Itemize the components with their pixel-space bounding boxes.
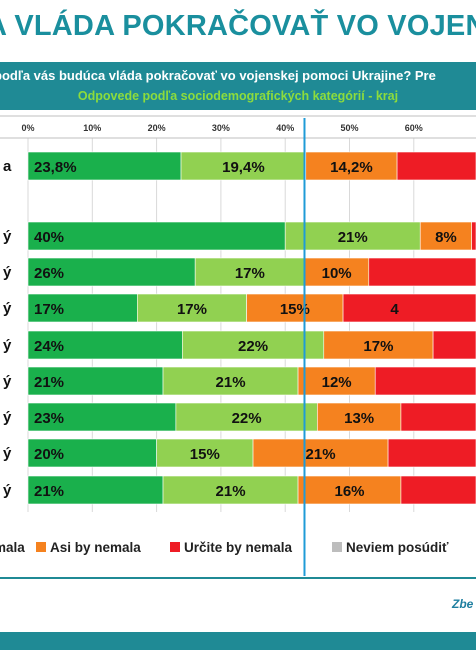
data-label: 21% (216, 483, 246, 500)
data-label: 13% (344, 410, 374, 427)
data-label: 22% (232, 410, 262, 427)
bar-segment (252, 438, 389, 468)
bar-segment (194, 257, 305, 287)
legend-label: Asi by nemala (50, 540, 141, 555)
bar-segment (387, 438, 476, 468)
question-text: podľa vás budúca vláda pokračovať vo voj… (0, 68, 436, 83)
bar-segment (27, 151, 182, 181)
x-tick-label: 40% (276, 123, 294, 133)
data-label: 17% (177, 301, 207, 318)
data-label: 20% (34, 446, 64, 463)
bar-segment (175, 402, 318, 432)
data-label: 24% (34, 338, 64, 355)
title-bar: A VLÁDA POKRAČOVAŤ VO VOJENSKEJ PO (0, 0, 476, 62)
legend-swatch (36, 542, 46, 552)
chart-title: A VLÁDA POKRAČOVAŤ VO VOJENSKEJ PO (0, 10, 476, 42)
data-label: 17% (235, 265, 265, 282)
bar-segment (419, 221, 472, 251)
legend-label: Určite by nemala (184, 540, 293, 555)
bar-segment (317, 402, 402, 432)
source-label: Zbe (452, 597, 474, 611)
bar-segment (156, 438, 254, 468)
data-label: 17% (34, 301, 64, 318)
x-tick-label: 50% (340, 123, 358, 133)
bar-segment (374, 366, 476, 396)
bar-segment (471, 221, 476, 251)
x-tick-label: 30% (212, 123, 230, 133)
data-label: 14,2% (330, 159, 373, 176)
data-label: 22% (238, 338, 268, 355)
data-label: 15% (280, 301, 310, 318)
x-tick-label: 60% (405, 123, 423, 133)
x-tick-label: 20% (148, 123, 166, 133)
chart-subtitle: Odpovede podľa sociodemografických kateg… (77, 89, 399, 103)
data-label: 8% (435, 229, 457, 246)
bar-segment (27, 221, 286, 251)
data-label: 16% (334, 483, 364, 500)
bar-segment (297, 475, 402, 505)
bar-segment (246, 293, 344, 323)
x-tick-label: 10% (83, 123, 101, 133)
bottom-bar (0, 632, 476, 650)
data-label: 26% (34, 265, 64, 282)
data-label: 21% (216, 374, 246, 391)
data-label: 21% (34, 374, 64, 391)
bar-segment (162, 475, 299, 505)
bar-segment (180, 151, 307, 181)
bar-segment (297, 366, 376, 396)
legend-swatch (170, 542, 180, 552)
question-banner: podľa vás budúca vláda pokračovať vo voj… (0, 62, 476, 110)
x-tick-label: 0% (21, 123, 34, 133)
data-label: 15% (190, 446, 220, 463)
legend-label: mala (0, 540, 25, 555)
data-label: 40% (34, 229, 64, 246)
data-label: 23% (34, 410, 64, 427)
row-label: ý (3, 337, 12, 354)
row-label: ý (3, 409, 12, 426)
bar-segment (27, 293, 138, 323)
data-label: 21% (338, 229, 368, 246)
row-label: a (3, 158, 12, 175)
data-label: 10% (322, 265, 352, 282)
row-label: ý (3, 445, 12, 462)
data-label: 19,4% (222, 159, 265, 176)
bar-segment (27, 475, 164, 505)
bar-segment (368, 257, 476, 287)
legend-label: Neviem posúdiť (346, 540, 449, 555)
bar-segment (400, 402, 476, 432)
data-label: 21% (34, 483, 64, 500)
row-label: ý (3, 373, 12, 390)
row-label: ý (3, 264, 12, 281)
bar-segment (284, 221, 421, 251)
bar-segment (304, 257, 370, 287)
stacked-bar-chart: 0%10%20%30%40%50%60%7aýýýýýýýý23,8%19,4%… (0, 115, 476, 576)
data-label: 21% (306, 446, 336, 463)
data-label: 4 (390, 301, 399, 318)
row-label: ý (3, 228, 12, 245)
row-label: ý (3, 482, 12, 499)
bar-segment (400, 475, 476, 505)
row-label: ý (3, 300, 12, 317)
data-label: 23,8% (34, 159, 77, 176)
bar-segment (432, 330, 476, 360)
data-label: 17% (363, 338, 393, 355)
bar-segment (182, 330, 325, 360)
data-label: 12% (322, 374, 352, 391)
bar-segment (305, 151, 398, 181)
footer-rule (0, 577, 476, 579)
bar-segment (342, 293, 476, 323)
bar-segment (323, 330, 434, 360)
legend-swatch (332, 542, 342, 552)
bar-segment (396, 151, 476, 181)
